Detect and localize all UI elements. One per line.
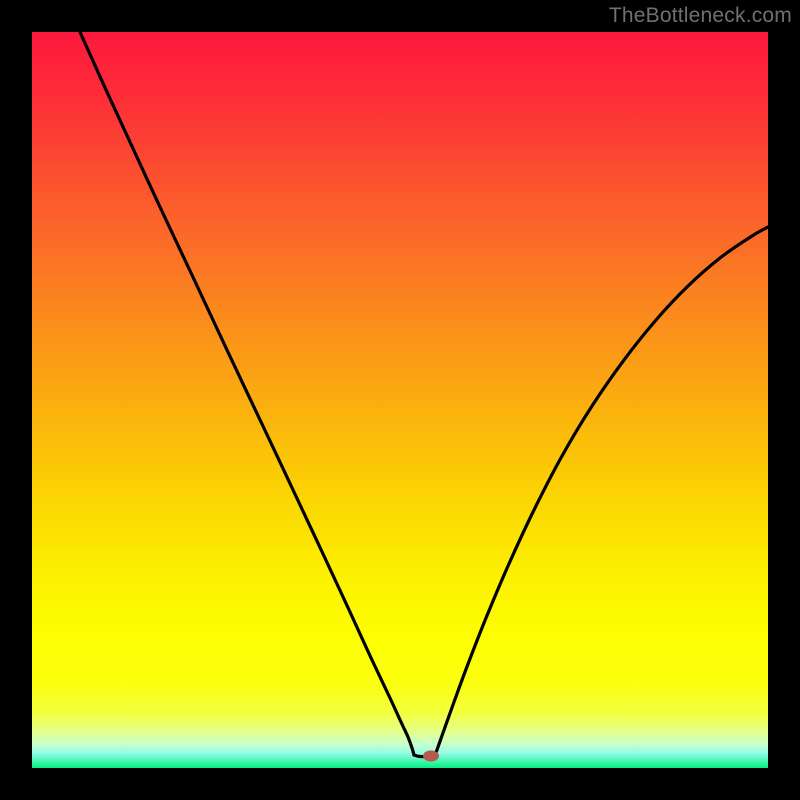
watermark-text: TheBottleneck.com xyxy=(609,4,792,28)
bottleneck-curve xyxy=(32,32,768,768)
cusp-marker xyxy=(423,751,439,762)
plot-area xyxy=(32,32,768,768)
chart-frame: TheBottleneck.com xyxy=(0,0,800,800)
